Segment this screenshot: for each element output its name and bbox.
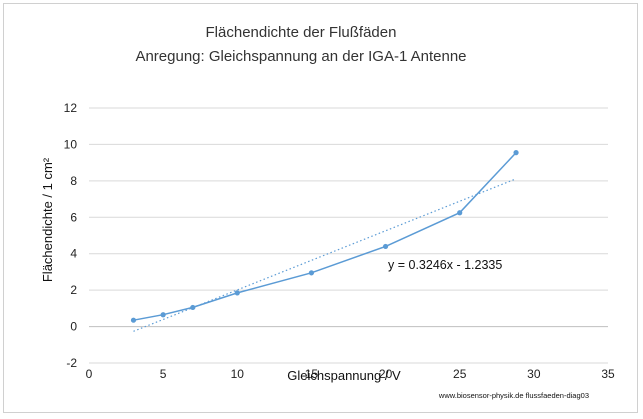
series-line [133,152,517,321]
x-tick-label: 20 [379,367,393,381]
data-point [457,210,463,216]
data-series [130,150,519,323]
chart-frame: Flächendichte der Flußfäden Anregung: Gl… [3,3,638,413]
x-tick-label: 35 [601,367,615,381]
y-tick-label: 6 [70,210,77,224]
y-tick-label: 2 [70,283,77,297]
y-axis-ticks: 12 10 8 6 4 2 0 -2 [64,101,78,370]
x-tick-label: 30 [527,367,541,381]
x-tick-label: 25 [453,367,467,381]
chart-title: Flächendichte der Flußfäden [206,24,397,41]
x-tick-label: 10 [231,367,245,381]
y-tick-label: 12 [64,101,78,115]
y-axis-label: Flächendichte / 1 cm² [40,157,55,282]
x-axis-label: Gleichspannung / V [287,368,401,383]
chart-canvas: Flächendichte der Flußfäden Anregung: Gl… [40,24,615,400]
y-tick-label: 4 [70,247,77,261]
chart-subtitle: Anregung: Gleichspannung an der IGA-1 An… [135,48,466,65]
x-axis-ticks: 0 5 10 15 20 25 30 35 [86,367,615,381]
data-point [234,290,240,296]
trendline-equation: y = 0.3246x - 1.2335 [388,258,502,272]
y-tick-label: 0 [70,320,77,334]
source-credit: www.biosensor-physik.de flussfaeden-diag… [438,391,589,400]
gridlines [89,107,608,364]
data-point [308,270,315,276]
x-tick-label: 5 [160,367,167,381]
y-tick-label: 10 [64,137,78,151]
x-tick-label: 15 [305,367,319,381]
y-tick-label: -2 [66,356,77,370]
x-tick-label: 0 [86,367,93,381]
data-point [513,150,519,156]
data-point [130,317,137,323]
data-point [160,312,166,318]
data-point [190,304,196,311]
y-tick-label: 8 [70,174,77,188]
data-point [382,243,389,250]
